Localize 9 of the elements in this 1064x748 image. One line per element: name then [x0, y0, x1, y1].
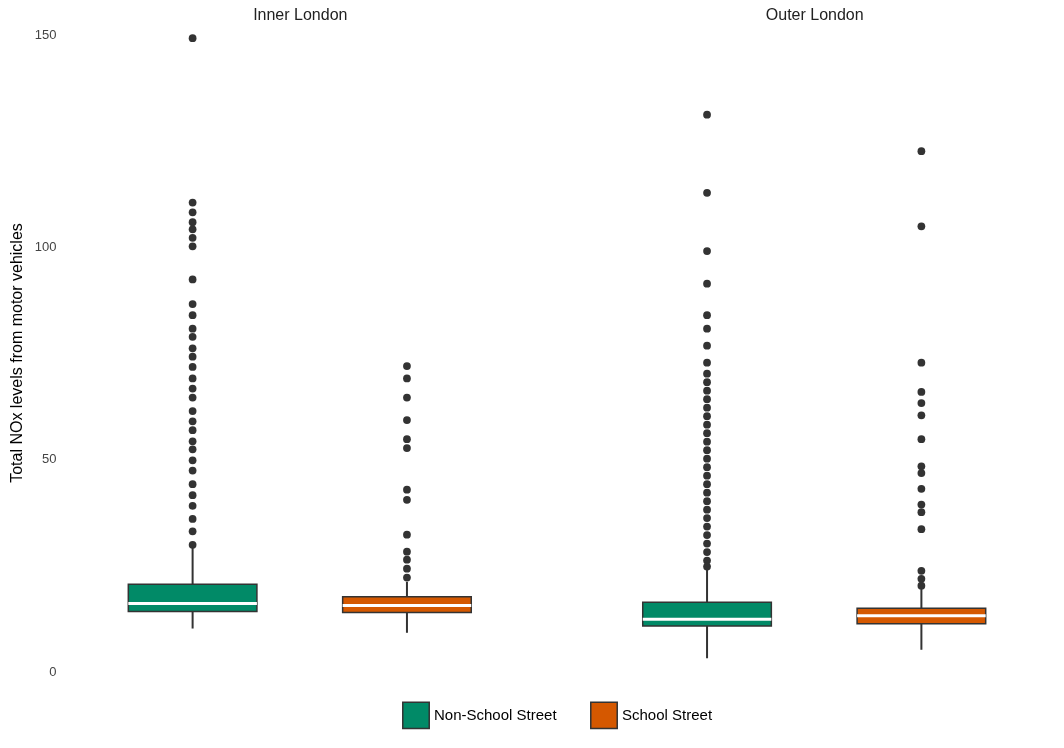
legend-label: School Street	[622, 706, 713, 724]
y-axis-title: Total NOx levels from motor vehicles	[7, 223, 25, 483]
x-tick-label: Outer London	[765, 5, 864, 23]
x-tick-label: Inner London	[253, 5, 348, 23]
legend-label: Non-School Street	[434, 706, 558, 724]
y-tick-label: 150	[34, 26, 57, 42]
y-tick-label: 0	[49, 663, 57, 679]
y-tick-label: 50	[42, 451, 57, 467]
y-tick-label: 100	[34, 238, 57, 254]
